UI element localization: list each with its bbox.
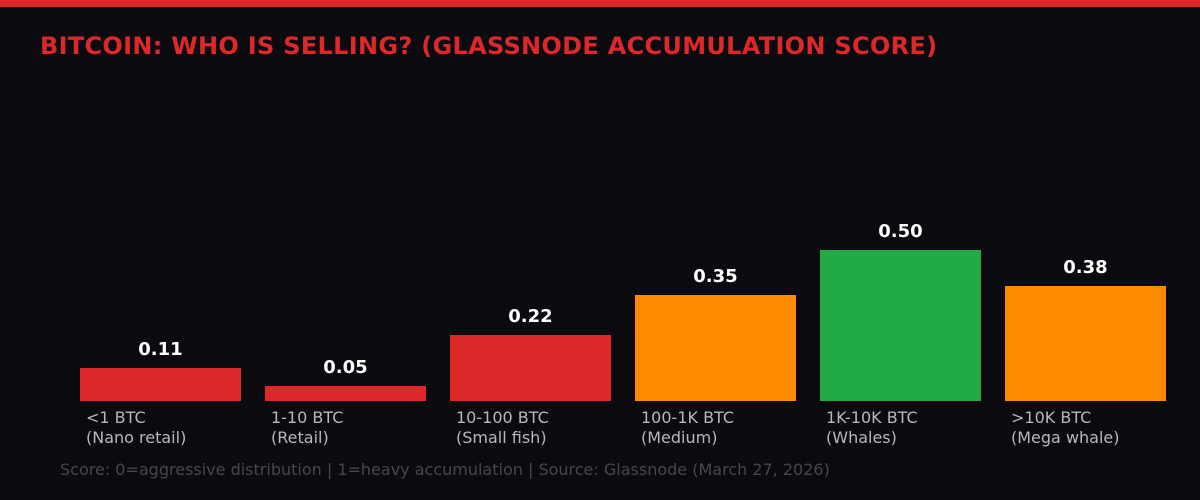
- top-accent-bar: [0, 0, 1200, 7]
- category-label: 1K-10K BTC (Whales): [826, 408, 996, 448]
- category-description: (Mega whale): [1011, 428, 1120, 447]
- bar: [1005, 286, 1166, 401]
- category-description: (Nano retail): [86, 428, 187, 447]
- category-label: 1-10 BTC (Retail): [271, 408, 441, 448]
- chart-title: BITCOIN: WHO IS SELLING? (GLASSNODE ACCU…: [40, 32, 938, 60]
- category-label: 10-100 BTC (Small fish): [456, 408, 626, 448]
- bar-value-label: 0.35: [693, 266, 738, 287]
- category-description: (Whales): [826, 428, 897, 447]
- category-description: (Small fish): [456, 428, 547, 447]
- bar: [450, 335, 611, 401]
- category-label: 100-1K BTC (Medium): [641, 408, 811, 448]
- bar: [635, 295, 796, 401]
- category-label: <1 BTC (Nano retail): [86, 408, 256, 448]
- category-range: <1 BTC: [86, 408, 146, 427]
- chart-footer-note: Score: 0=aggressive distribution | 1=hea…: [60, 460, 830, 479]
- bar: [80, 368, 241, 401]
- category-range: 1K-10K BTC: [826, 408, 918, 427]
- category-range: 1-10 BTC: [271, 408, 344, 427]
- bar: [820, 250, 981, 401]
- category-description: (Retail): [271, 428, 329, 447]
- category-label: >10K BTC (Mega whale): [1011, 408, 1181, 448]
- category-description: (Medium): [641, 428, 718, 447]
- category-range: >10K BTC: [1011, 408, 1092, 427]
- bar-value-label: 0.38: [1063, 257, 1108, 278]
- bar-value-label: 0.11: [138, 339, 183, 360]
- bar: [265, 386, 426, 401]
- category-range: 100-1K BTC: [641, 408, 735, 427]
- category-range: 10-100 BTC: [456, 408, 549, 427]
- bar-value-label: 0.05: [323, 357, 368, 378]
- bar-value-label: 0.50: [878, 221, 923, 242]
- bar-value-label: 0.22: [508, 306, 553, 327]
